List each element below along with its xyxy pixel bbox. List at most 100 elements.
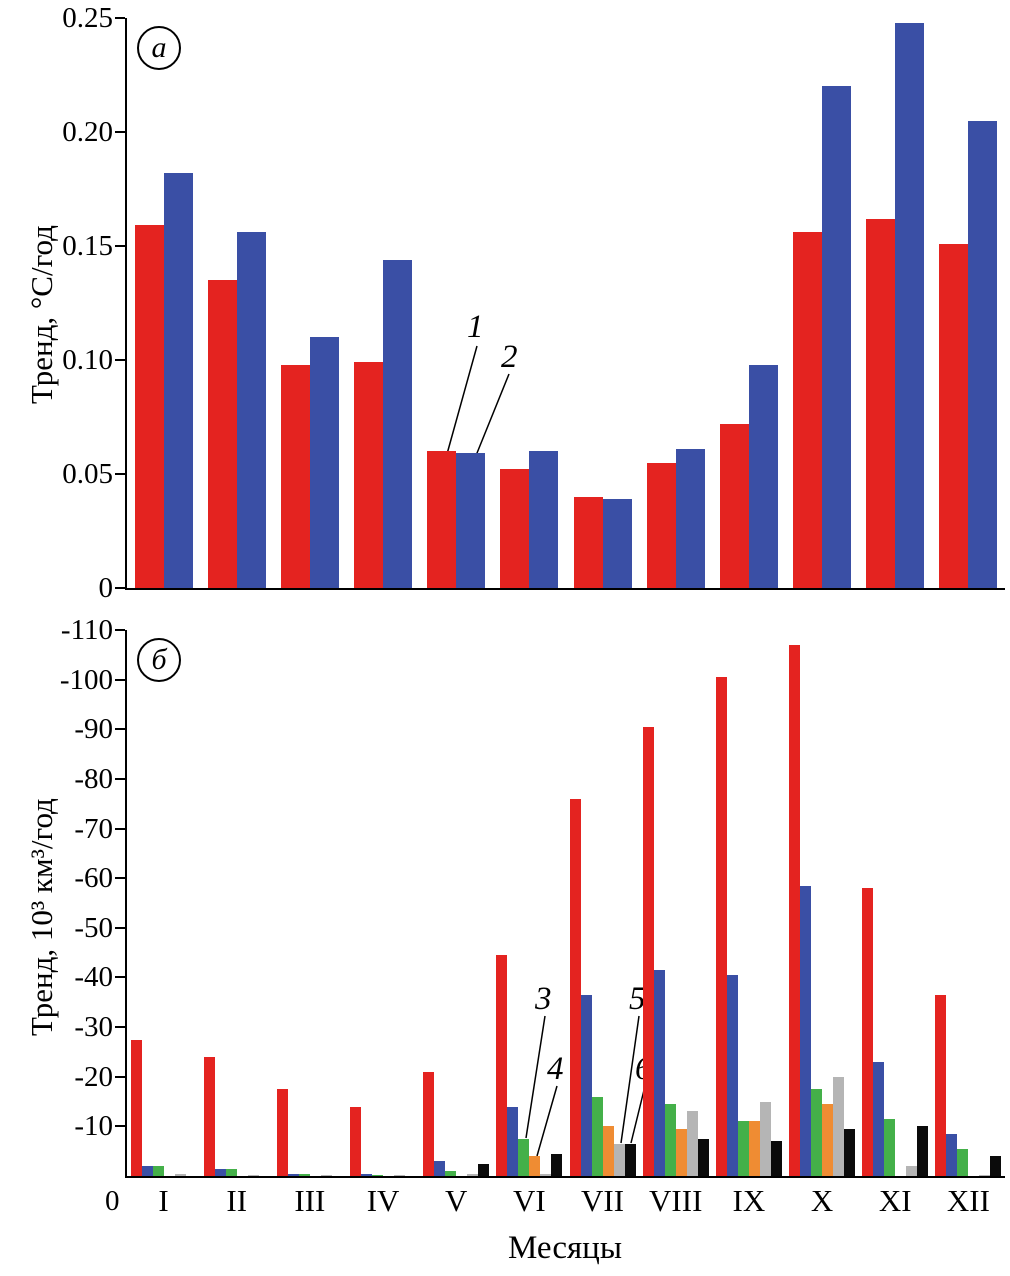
- y-tick-label: -40: [74, 961, 113, 994]
- bar-series-2-X: [822, 86, 852, 588]
- bar-series-2-I: [141, 1166, 153, 1176]
- bar-series-2-IX: [726, 974, 738, 1176]
- bar-series-1-VIII: [646, 462, 676, 588]
- bar-series-6-V: [478, 1163, 490, 1176]
- y-tick-mark: [115, 587, 125, 589]
- bar-series-5-VIII: [686, 1111, 698, 1176]
- bar-series-1-XII: [939, 243, 969, 588]
- x-tick-label: I: [158, 1183, 169, 1218]
- bar-series-4-VIII: [675, 1128, 687, 1176]
- bar-series-6-VI: [551, 1153, 563, 1176]
- bar-series-5-IV: [394, 1174, 406, 1176]
- y-tick-mark: [115, 827, 125, 830]
- bar-series-2-XII: [968, 120, 998, 588]
- bar-series-1-VI: [496, 955, 508, 1176]
- y-tick-mark: [115, 359, 125, 361]
- bar-series-5-IX: [759, 1101, 771, 1176]
- y-tick-mark: [115, 728, 125, 731]
- panel-b-y-axis-title: Тренд, 10³ км³/год: [24, 798, 59, 1036]
- x-tick-label: III: [294, 1183, 326, 1218]
- bar-series-1-XII: [935, 994, 947, 1176]
- y-tick-label: 0.25: [62, 2, 113, 34]
- y-tick-mark: [115, 926, 125, 929]
- y-tick-label: 0: [98, 572, 114, 604]
- bar-series-1-IV: [350, 1106, 362, 1176]
- bar-series-2-VIII: [653, 970, 665, 1176]
- x-tick-label: V: [445, 1183, 468, 1218]
- bar-series-3-VI: [518, 1138, 530, 1176]
- bar-series-1-I: [130, 1039, 142, 1176]
- bar-series-3-XII: [957, 1148, 969, 1176]
- bar-series-2-VII: [602, 499, 632, 588]
- y-tick-label: -90: [74, 713, 113, 746]
- bar-series-5-XII: [979, 1174, 991, 1176]
- panel-a-y-axis-title: Тренд, °С/год: [24, 225, 59, 404]
- annotation-series-3: 3: [535, 981, 552, 1017]
- bar-series-1-IX: [715, 677, 727, 1176]
- y-tick-label: 0.15: [62, 230, 113, 262]
- annotation-series-4: 4: [547, 1051, 564, 1087]
- bar-series-2-VII: [580, 994, 592, 1176]
- y-tick-mark: [115, 678, 125, 681]
- y-tick-mark: [115, 629, 125, 631]
- bar-series-5-VII: [613, 1143, 625, 1176]
- bar-series-2-XI: [895, 22, 925, 588]
- y-tick-label: -80: [74, 762, 113, 795]
- bar-series-5-II: [247, 1174, 259, 1176]
- bar-series-1-IX: [719, 423, 749, 588]
- y-tick-label: -30: [74, 1011, 113, 1044]
- bar-series-3-VIII: [664, 1104, 676, 1176]
- y-tick-label: 0.05: [62, 458, 113, 490]
- bar-series-1-II: [203, 1056, 215, 1176]
- x-tick-label: X: [810, 1183, 834, 1218]
- bar-series-2-IX: [748, 364, 778, 588]
- bar-series-2-II: [214, 1168, 226, 1176]
- bar-series-5-X: [833, 1076, 845, 1176]
- bar-series-1-X: [789, 644, 801, 1176]
- bar-series-5-XI: [906, 1166, 918, 1176]
- bar-series-2-XII: [946, 1133, 958, 1176]
- leader-line-series-2: [474, 373, 510, 459]
- y-tick-label: -100: [59, 663, 113, 696]
- y-tick-mark: [115, 976, 125, 979]
- bar-series-6-VII: [624, 1143, 636, 1176]
- bar-series-5-III: [320, 1174, 332, 1176]
- panel-b-tag-circle: б: [137, 638, 181, 682]
- panel-a-tag-circle: а: [137, 26, 181, 70]
- y-tick-mark: [115, 131, 125, 133]
- bar-series-1-VII: [573, 496, 603, 588]
- bar-series-2-II: [236, 232, 266, 588]
- bar-series-1-I: [134, 225, 164, 588]
- panel-b-plot-area: б 3 4 5 6 -10-20-30-40-50-60-70-80-90-10…: [60, 614, 1005, 1218]
- bar-series-1-III: [276, 1089, 288, 1176]
- x-tick-label: IX: [732, 1183, 766, 1218]
- bar-series-2-IV: [361, 1173, 373, 1176]
- y-tick-mark: [115, 1026, 125, 1029]
- bar-series-2-VI: [507, 1106, 519, 1176]
- y-tick-mark: [115, 473, 125, 475]
- bar-series-1-V: [427, 451, 457, 588]
- bar-series-3-II: [225, 1168, 237, 1176]
- leader-line-series-1: [446, 345, 478, 455]
- bar-series-6-XI: [917, 1126, 929, 1176]
- x-axis-title: Месяцы: [507, 1230, 623, 1266]
- bar-series-3-III: [298, 1173, 310, 1176]
- annotation-series-1: 1: [467, 309, 484, 345]
- panel-a: Тренд, °С/год а 1 2 0 0.05 0.10 0.15 0.20 0.2…: [0, 0, 1010, 612]
- bar-series-1-XI: [866, 218, 896, 588]
- bar-series-1-VI: [500, 469, 530, 588]
- bar-series-3-IV: [372, 1174, 384, 1176]
- bar-series-1-II: [207, 280, 237, 588]
- annotation-series-5: 5: [629, 981, 646, 1017]
- y-tick-label: 0.20: [62, 116, 113, 148]
- y-tick-mark: [115, 877, 125, 880]
- y-tick-mark: [115, 1075, 125, 1078]
- x-tick-label: VI: [513, 1183, 546, 1218]
- panel-b-tag-letter: б: [151, 643, 167, 676]
- bar-series-4-VII: [602, 1126, 614, 1176]
- bar-series-1-VIII: [642, 726, 654, 1176]
- bar-series-1-XI: [862, 888, 874, 1176]
- bar-series-6-VIII: [697, 1138, 709, 1176]
- leader-line-series-4: [536, 1085, 558, 1157]
